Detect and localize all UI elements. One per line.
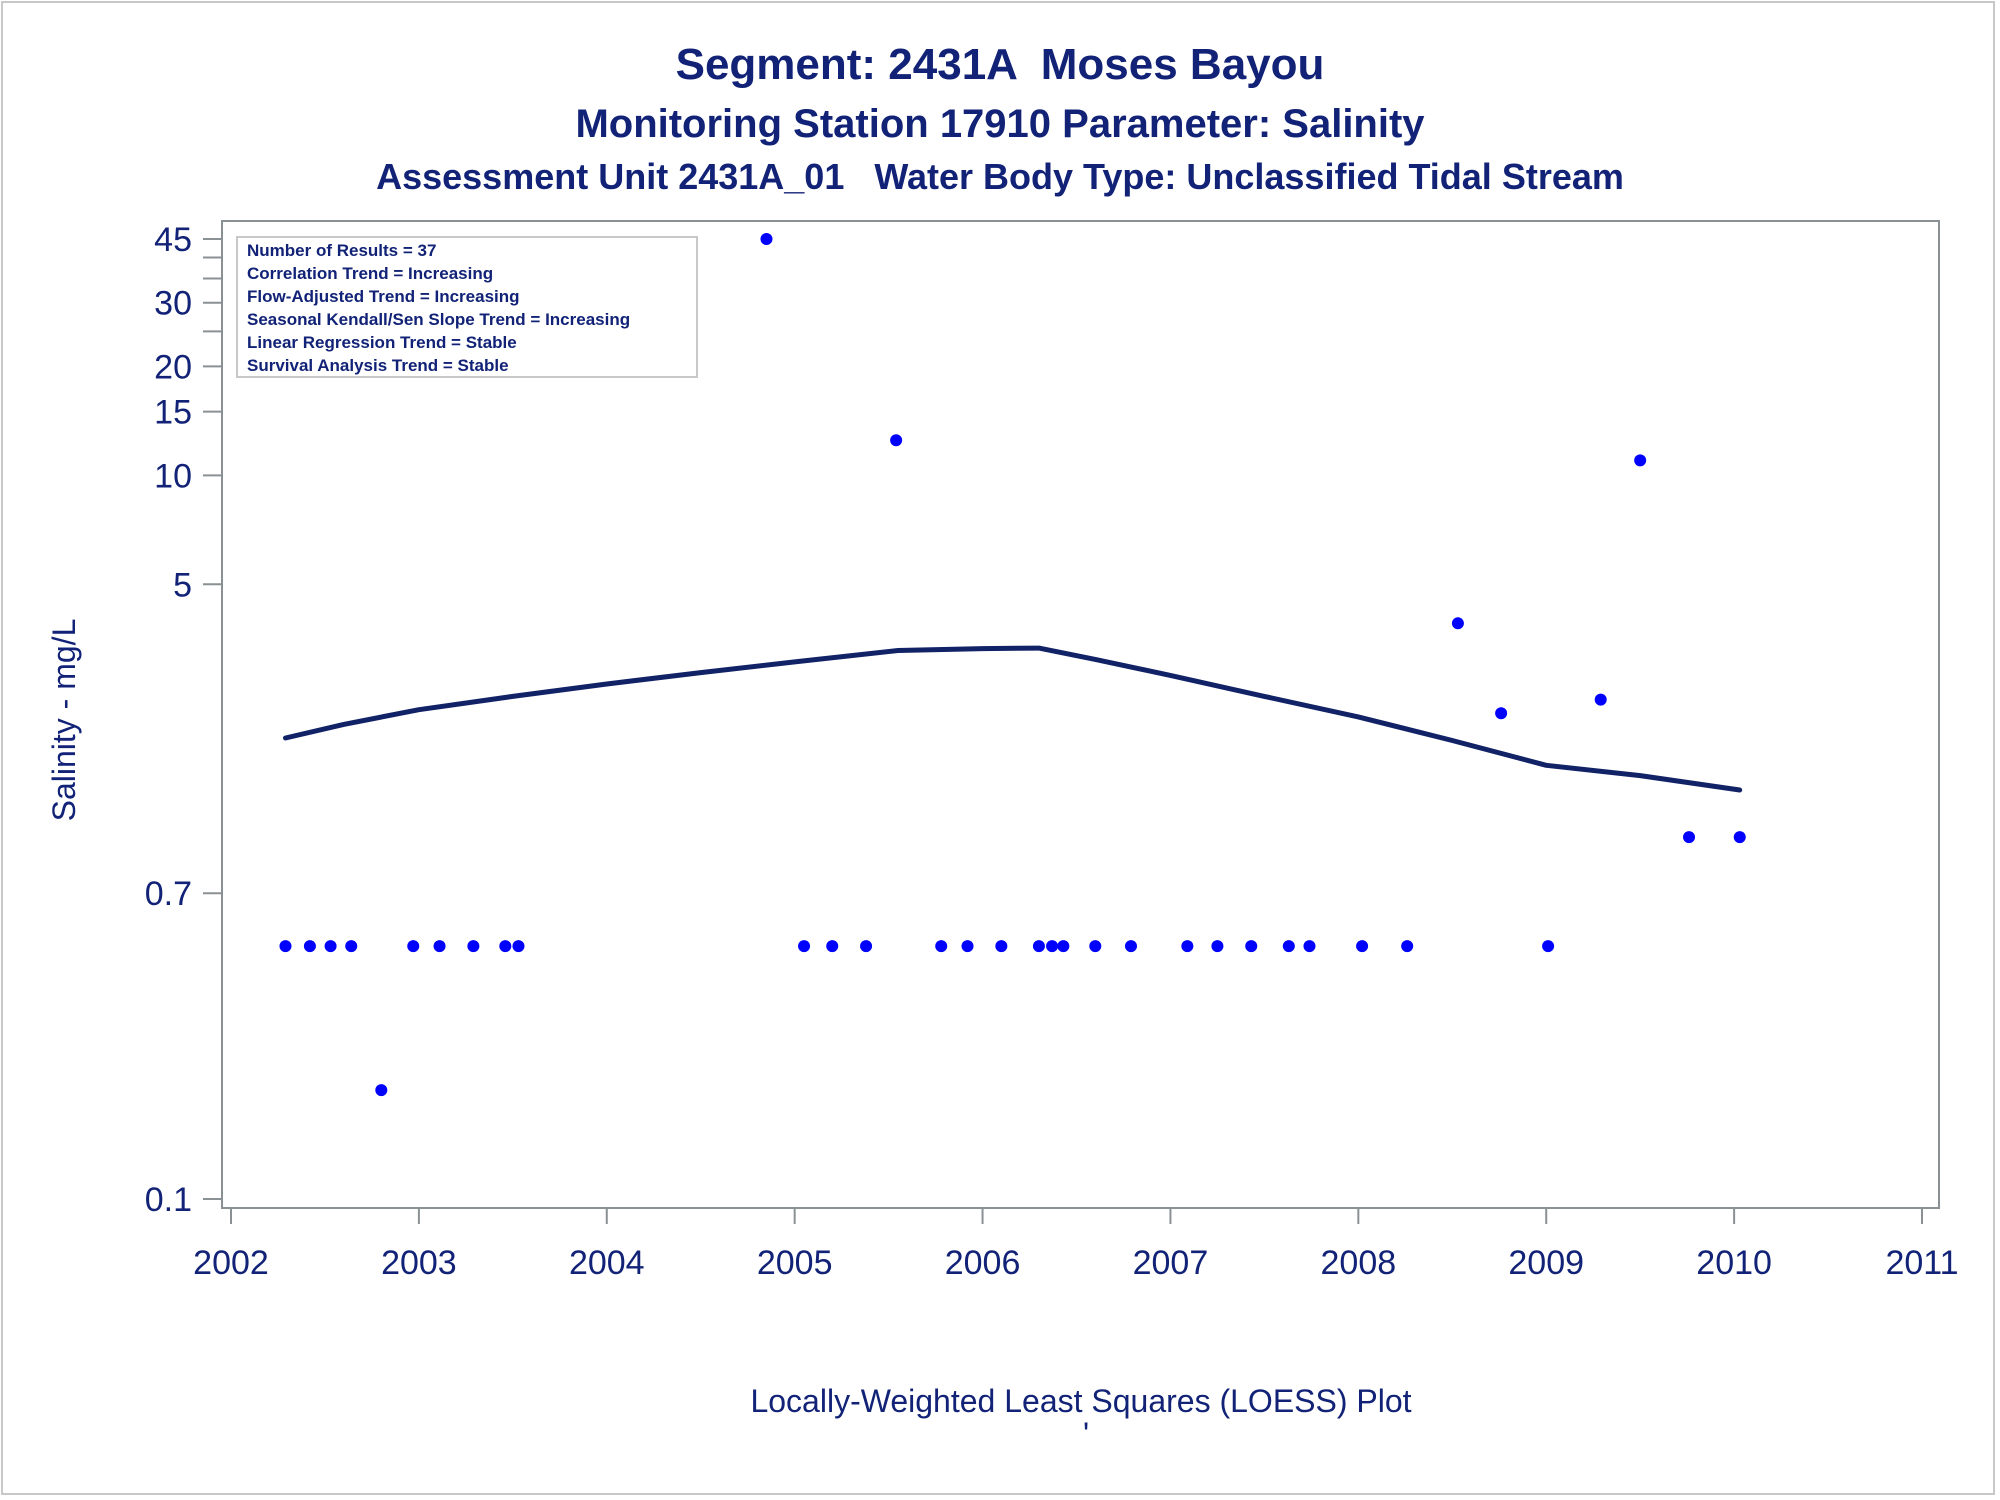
data-point bbox=[1032, 940, 1045, 953]
footer-mark: ' bbox=[1083, 1416, 1089, 1452]
info-line: Correlation Trend = Increasing bbox=[247, 264, 493, 283]
data-point bbox=[1594, 693, 1607, 706]
data-point bbox=[1089, 940, 1102, 953]
data-point bbox=[345, 940, 358, 953]
data-point bbox=[1124, 940, 1137, 953]
data-point bbox=[512, 940, 525, 953]
data-point bbox=[1542, 940, 1555, 953]
data-point bbox=[961, 940, 974, 953]
x-tick-label: 2002 bbox=[193, 1244, 269, 1282]
info-line: Linear Regression Trend = Stable bbox=[247, 333, 517, 352]
info-box: Number of Results = 37 Correlation Trend… bbox=[236, 236, 698, 378]
x-tick-label: 2006 bbox=[945, 1244, 1021, 1282]
y-tick-label: 10 bbox=[154, 457, 192, 495]
info-line: Flow-Adjusted Trend = Increasing bbox=[247, 287, 520, 306]
data-point bbox=[1303, 940, 1316, 953]
y-tick-label: 30 bbox=[154, 285, 192, 323]
data-point bbox=[1282, 940, 1295, 953]
data-point bbox=[995, 940, 1008, 953]
data-point bbox=[499, 940, 512, 953]
data-point bbox=[1356, 940, 1369, 953]
data-point bbox=[375, 1084, 388, 1097]
data-point bbox=[1683, 831, 1696, 844]
data-point bbox=[1733, 831, 1746, 844]
data-point bbox=[1495, 707, 1508, 720]
y-tick-label: 45 bbox=[154, 221, 192, 259]
data-point bbox=[1181, 940, 1194, 953]
y-axis: 45 30 20 15 10 5 0.7 0.1 bbox=[145, 221, 222, 1219]
chart-subtitle: Monitoring Station 17910 Parameter: Sali… bbox=[575, 102, 1425, 146]
info-line: Seasonal Kendall/Sen Slope Trend = Incre… bbox=[247, 310, 630, 329]
data-point bbox=[467, 940, 480, 953]
loess-line bbox=[283, 645, 1743, 793]
footer-text: Locally-Weighted Least Squares (LOESS) P… bbox=[750, 1383, 1411, 1419]
data-point bbox=[1057, 940, 1070, 953]
data-point bbox=[303, 940, 316, 953]
x-tick-label: 2008 bbox=[1321, 1244, 1397, 1282]
x-tick-label: 2007 bbox=[1133, 1244, 1209, 1282]
x-tick-label: 2011 bbox=[1885, 1244, 1958, 1282]
chart-title: Segment: 2431A Moses Bayou bbox=[676, 40, 1325, 89]
data-point bbox=[760, 233, 773, 245]
data-point bbox=[433, 940, 446, 953]
y-tick-label: 20 bbox=[154, 348, 192, 386]
info-box-frame bbox=[236, 236, 698, 378]
x-tick-label: 2005 bbox=[757, 1244, 833, 1282]
data-point bbox=[279, 940, 292, 953]
data-point bbox=[1211, 940, 1224, 953]
data-point bbox=[935, 940, 948, 953]
y-tick-label: 15 bbox=[154, 394, 192, 432]
info-line: Number of Results = 37 bbox=[247, 241, 436, 260]
data-point bbox=[407, 940, 420, 953]
data-point bbox=[1046, 940, 1059, 953]
y-tick-label: 0.1 bbox=[145, 1181, 192, 1219]
info-line: Survival Analysis Trend = Stable bbox=[247, 356, 509, 375]
data-point bbox=[1451, 617, 1464, 630]
data-point bbox=[1401, 940, 1414, 953]
x-tick-label: 2003 bbox=[381, 1244, 457, 1282]
chart-subtitle-2: Assessment Unit 2431A_01 Water Body Type… bbox=[376, 156, 1624, 197]
data-point bbox=[324, 940, 337, 953]
data-point bbox=[890, 434, 903, 447]
loess-series bbox=[283, 645, 1743, 793]
data-point bbox=[1245, 940, 1258, 953]
y-axis-label: Salinity - mg/L bbox=[46, 619, 82, 822]
y-tick-label: 5 bbox=[173, 566, 192, 604]
data-point bbox=[1634, 454, 1647, 467]
data-point bbox=[798, 940, 811, 953]
plot-area bbox=[221, 220, 1940, 1209]
x-tick-label: 2004 bbox=[569, 1244, 645, 1282]
data-point bbox=[826, 940, 839, 953]
x-tick-label: 2009 bbox=[1508, 1244, 1584, 1282]
y-tick-label: 0.7 bbox=[145, 875, 192, 913]
x-axis: 2002 2003 2004 2005 2006 2007 2008 2009 2010 2011 bbox=[193, 1208, 1959, 1282]
x-tick-label: 2010 bbox=[1696, 1244, 1772, 1282]
data-points bbox=[279, 233, 1746, 1097]
data-point bbox=[860, 940, 873, 953]
